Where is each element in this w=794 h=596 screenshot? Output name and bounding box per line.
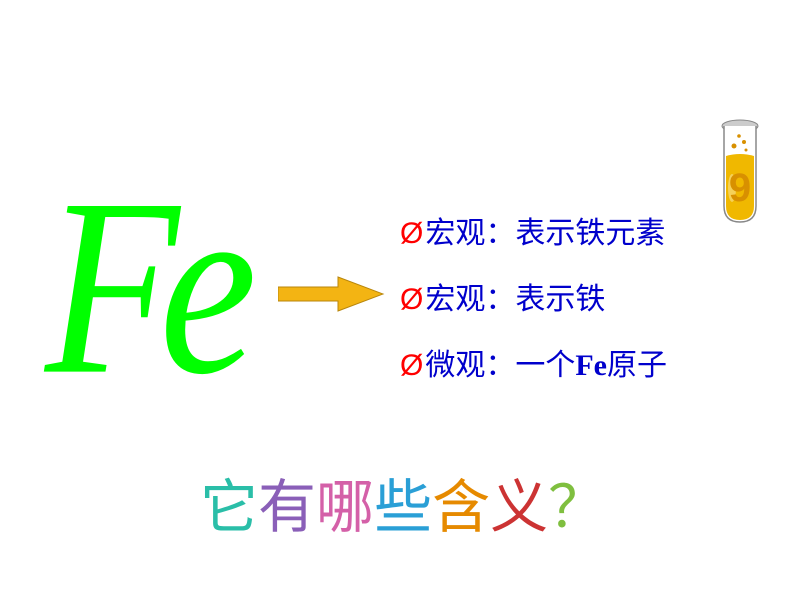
question-char: 些 (374, 460, 432, 544)
question-char: 义 (490, 460, 548, 544)
meaning-text: 表示铁 (515, 283, 605, 316)
fe-inline: Fe (575, 349, 607, 382)
test-tube-icon: 9 (716, 116, 764, 226)
tube-digit: 9 (729, 166, 751, 210)
question-char: 哪 (316, 460, 374, 544)
question-char: 它 (200, 460, 258, 544)
meaning-item: Ø宏观：表示铁元素 (400, 208, 667, 252)
bullet-marker: Ø (400, 217, 423, 250)
fe-symbol: Fe (45, 160, 237, 413)
bubble (732, 144, 737, 149)
question-char: ？ (548, 460, 606, 544)
meaning-label: 宏观： (425, 217, 515, 250)
meaning-text-before: 一个 (515, 349, 575, 382)
question-text: 它有哪些含义？ (200, 460, 606, 544)
meaning-label: 微观： (425, 349, 515, 382)
meaning-label: 宏观： (425, 283, 515, 316)
meaning-text-after: 原子 (607, 349, 667, 382)
meaning-item: Ø宏观：表示铁 (400, 274, 667, 318)
meanings-list: Ø宏观：表示铁元素 Ø宏观：表示铁 Ø微观：一个Fe原子 (400, 208, 667, 406)
meaning-item: Ø微观：一个Fe原子 (400, 340, 667, 384)
meaning-text: 表示铁元素 (515, 217, 665, 250)
bubble (737, 134, 741, 138)
arrow-icon (278, 275, 388, 313)
bubble (745, 149, 748, 152)
question-char: 有 (258, 460, 316, 544)
question-char: 含 (432, 460, 490, 544)
bullet-marker: Ø (400, 283, 423, 316)
bullet-marker: Ø (400, 349, 423, 382)
bubble (742, 140, 746, 144)
